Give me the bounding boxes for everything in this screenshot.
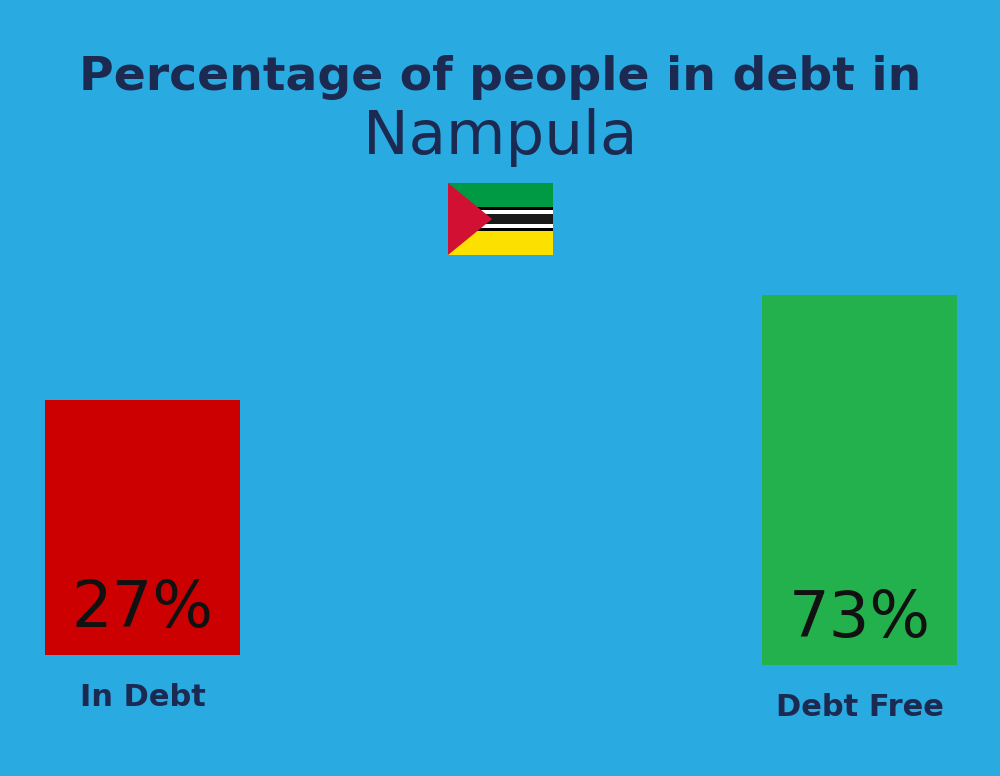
Polygon shape <box>448 183 492 255</box>
Bar <box>448 210 553 214</box>
Text: Debt Free: Debt Free <box>776 693 943 722</box>
Bar <box>448 224 553 227</box>
Text: In Debt: In Debt <box>80 683 205 712</box>
Text: 27%: 27% <box>72 578 214 640</box>
Bar <box>448 183 553 206</box>
Bar <box>448 231 553 255</box>
Text: Percentage of people in debt in: Percentage of people in debt in <box>79 55 921 100</box>
Bar <box>45 400 240 655</box>
Bar <box>448 206 553 210</box>
Bar <box>762 295 957 665</box>
Bar <box>448 214 553 224</box>
Text: 73%: 73% <box>788 588 930 650</box>
Bar <box>448 227 553 231</box>
Text: Nampula: Nampula <box>363 108 637 167</box>
